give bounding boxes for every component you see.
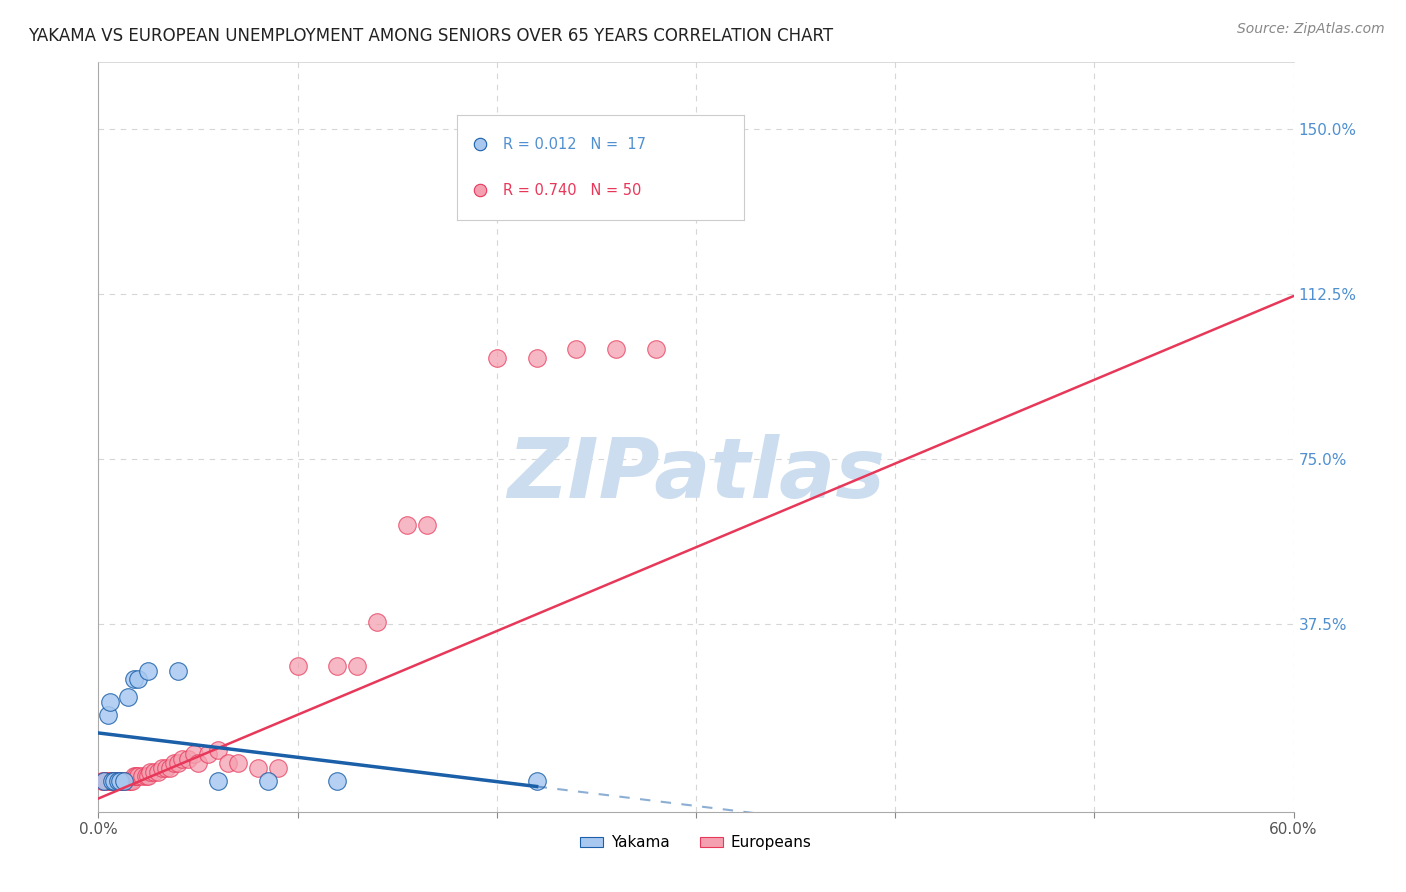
Point [101,773,124,788]
Point [177,752,200,766]
Point [526,351,548,365]
Point [135,769,157,783]
Point [93,773,115,788]
Point [143,765,166,780]
Point [396,518,419,533]
Point [120,773,142,788]
Point [93,773,115,788]
Point [136,664,159,678]
Point [167,664,190,678]
Point [105,773,128,788]
Point [267,761,290,775]
Point [103,773,125,788]
Point [91,773,114,788]
Point [110,773,132,788]
Point [526,773,548,788]
Point [605,342,627,356]
Point [155,761,177,775]
Point [107,773,129,788]
Point [150,761,173,775]
Point [217,756,239,771]
Point [136,769,159,783]
Point [97,707,120,722]
Point [197,747,219,762]
Point [326,773,349,788]
Point [207,773,229,788]
Point [565,342,588,356]
Point [125,769,148,783]
Point [112,773,135,788]
Point [96,773,118,788]
Point [124,673,146,687]
Text: Source: ZipAtlas.com: Source: ZipAtlas.com [1237,22,1385,37]
Point [127,673,149,687]
Point [127,769,149,783]
Point [139,765,162,780]
Point [187,756,209,771]
Point [645,342,668,356]
Point [485,351,508,365]
Text: YAKAMA VS EUROPEAN UNEMPLOYMENT AMONG SENIORS OVER 65 YEARS CORRELATION CHART: YAKAMA VS EUROPEAN UNEMPLOYMENT AMONG SE… [28,27,834,45]
Point [110,773,132,788]
Point [124,769,146,783]
Point [326,659,349,673]
Point [101,773,124,788]
Point [287,659,309,673]
Point [103,773,125,788]
Point [97,773,120,788]
Point [366,615,388,630]
Point [416,518,439,533]
Point [163,756,186,771]
Point [246,761,269,775]
Point [159,761,181,775]
Point [117,773,139,788]
Point [167,756,190,771]
Point [98,773,122,788]
Point [107,773,129,788]
Point [121,773,143,788]
Point [183,747,205,762]
Point [117,690,139,705]
Point [256,773,278,788]
Point [207,743,229,757]
Point [172,752,194,766]
Point [131,769,153,783]
Point [148,765,170,780]
Point [111,773,134,788]
Legend: Yakama, Europeans: Yakama, Europeans [574,830,818,856]
Point [112,773,135,788]
Point [98,694,122,708]
Text: ZIPatlas: ZIPatlas [508,434,884,515]
Point [226,756,249,771]
Point [346,659,368,673]
